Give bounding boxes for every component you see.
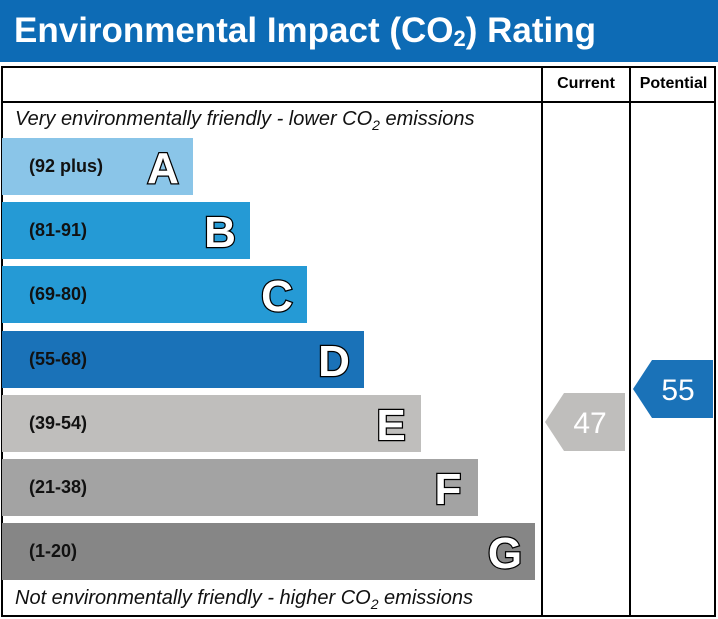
bottom-caption: Not environmentally friendly - higher CO… xyxy=(15,587,473,612)
svg-text:F: F xyxy=(435,465,462,514)
potential-header: Potential xyxy=(639,75,708,92)
current-header: Current xyxy=(557,75,615,92)
band-a: (92 plus) A xyxy=(2,138,193,195)
chart-title: Environmental Impact (CO2) Rating xyxy=(0,0,718,62)
svg-text:C: C xyxy=(261,272,293,321)
potential-rating-arrow-value: 55 xyxy=(661,374,694,407)
band-letter: E xyxy=(375,400,407,452)
band-letter: G xyxy=(487,528,524,580)
band-range: (55-68) xyxy=(29,348,88,369)
band-range: (21-38) xyxy=(29,477,88,497)
band-e: (39-54) E xyxy=(2,394,421,452)
header-divider xyxy=(1,101,716,103)
current-rating-arrow-shape xyxy=(545,393,625,451)
band-c: (69-80) C xyxy=(2,266,307,324)
svg-text:B: B xyxy=(204,208,236,257)
svg-text:G: G xyxy=(488,529,522,578)
band-range: (69-80) xyxy=(29,284,88,305)
svg-text:E: E xyxy=(376,401,405,450)
band-letter: F xyxy=(433,464,462,516)
current-rating-arrow: 47 xyxy=(545,393,625,451)
band-g: (1-20) G xyxy=(2,523,535,581)
band-letter: A xyxy=(146,143,180,195)
band-range: (39-54) xyxy=(29,412,88,433)
band-range: (1-20) xyxy=(29,541,78,562)
band-letter: D xyxy=(317,335,351,387)
column-divider xyxy=(629,66,631,617)
band-letter: C xyxy=(260,271,294,323)
potential-rating-arrow-shape xyxy=(633,360,713,418)
band-f: (21-38) F xyxy=(2,459,478,516)
band-b: (81-91) B xyxy=(2,202,250,260)
current-rating-arrow-value: 47 xyxy=(573,407,606,440)
band-d: (55-68) D xyxy=(2,330,364,388)
potential-rating-arrow: 55 xyxy=(633,360,713,418)
band-range: (92 plus) xyxy=(29,156,104,176)
column-divider xyxy=(541,66,543,617)
top-caption: Very environmentally friendly - lower CO… xyxy=(15,108,475,133)
svg-text:A: A xyxy=(147,144,179,193)
svg-text:D: D xyxy=(318,337,350,386)
band-letter: B xyxy=(203,207,237,259)
band-range: (81-91) xyxy=(29,220,88,241)
